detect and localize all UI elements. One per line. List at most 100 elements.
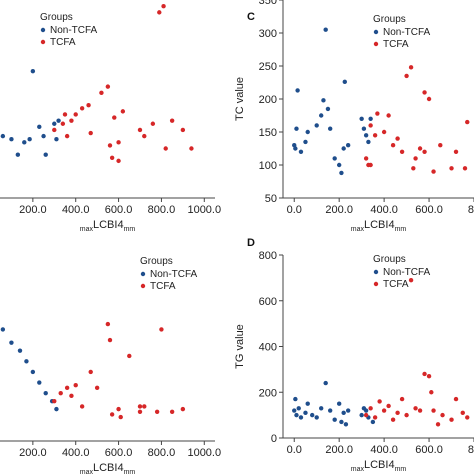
legend-marker — [40, 39, 46, 45]
data-point — [361, 126, 367, 131]
data-point — [169, 409, 175, 414]
data-point — [368, 123, 373, 128]
data-point — [386, 113, 391, 118]
data-point — [422, 90, 427, 95]
data-point — [9, 340, 14, 345]
y-tick-label: 400 — [259, 342, 277, 354]
data-point — [336, 401, 342, 406]
series-non-tcfa — [0, 68, 61, 157]
data-point — [303, 139, 308, 145]
data-point — [438, 143, 443, 148]
data-point — [345, 408, 351, 413]
legend-marker — [373, 269, 379, 275]
panel-letter: D — [247, 237, 255, 249]
data-point — [94, 385, 100, 391]
data-point — [37, 124, 42, 130]
data-point — [363, 412, 369, 418]
data-point — [17, 348, 23, 353]
x-tick-label: 400.0 — [370, 444, 398, 456]
series-non-tcfa — [292, 27, 373, 176]
data-point — [9, 137, 14, 142]
data-point — [417, 408, 423, 413]
data-point — [422, 371, 427, 377]
y-tick-label: 600 — [259, 296, 277, 308]
data-point — [295, 88, 300, 93]
data-point — [341, 410, 346, 416]
legend-label: Non-TCFA — [383, 267, 431, 278]
legend-label: TCFA — [383, 39, 409, 50]
chart-panel-3: 200.0 400.0 600.0 800.0 1000.0 maxLCBI4mm Grou… — [0, 256, 221, 474]
data-point — [79, 106, 85, 111]
data-point — [453, 149, 459, 154]
data-point — [404, 412, 409, 418]
legend-title: Groups — [373, 254, 406, 265]
data-point — [345, 143, 351, 148]
data-point — [22, 140, 27, 145]
data-point — [359, 116, 364, 122]
data-point — [24, 359, 29, 364]
data-point — [359, 412, 364, 418]
data-point — [142, 404, 147, 409]
data-point — [120, 109, 126, 114]
data-point — [305, 401, 310, 406]
data-point — [292, 143, 297, 148]
data-point — [189, 146, 194, 151]
data-point — [435, 422, 441, 427]
data-point — [180, 406, 186, 412]
data-point — [161, 3, 166, 9]
y-tick-label: 800 — [259, 250, 277, 262]
legend-marker — [140, 283, 146, 289]
data-point — [58, 390, 63, 396]
data-point — [404, 73, 409, 79]
y-tick-label: 300 — [259, 28, 277, 40]
data-point — [363, 133, 369, 138]
data-point — [363, 156, 369, 161]
data-point — [105, 84, 111, 89]
data-point — [88, 369, 93, 375]
data-point — [64, 385, 70, 391]
legend-title: Groups — [140, 256, 173, 267]
data-point — [314, 415, 319, 420]
data-point — [116, 140, 121, 145]
x-axis-label: maxLCBI4mm — [80, 219, 136, 233]
data-point — [109, 155, 115, 160]
data-point — [411, 166, 416, 171]
legend-title: Groups — [40, 12, 73, 23]
x-axis-label: maxLCBI4mm — [351, 219, 407, 233]
data-point — [43, 390, 48, 396]
data-point — [137, 127, 143, 133]
x-tick-label: 0.0 — [287, 204, 302, 216]
data-point — [323, 27, 328, 32]
data-point — [69, 118, 74, 123]
legend-marker — [373, 29, 379, 35]
data-point — [296, 406, 301, 411]
data-point — [390, 417, 396, 422]
data-point — [319, 113, 324, 118]
data-point — [390, 143, 396, 148]
data-point — [431, 408, 436, 413]
y-tick-label: 100 — [259, 160, 277, 172]
data-point — [449, 417, 454, 422]
data-point — [462, 166, 468, 171]
data-point — [366, 139, 371, 145]
data-point — [372, 415, 378, 420]
data-point — [116, 158, 121, 164]
x-tick-label: 800.0 — [148, 447, 176, 459]
x-tick-label: 200.0 — [19, 204, 47, 216]
data-point — [298, 415, 304, 420]
data-point — [157, 10, 162, 15]
data-point — [107, 337, 113, 343]
chart-panel-2: 0.0 200.0 400.0 600.0 80 50 100 150 200 250 300 350… — [234, 0, 474, 233]
data-point — [112, 115, 117, 120]
data-point — [413, 156, 418, 161]
data-point — [105, 321, 111, 327]
y-axis-label: TG value — [234, 324, 246, 369]
legend-label: TCFA — [383, 279, 409, 290]
series-tcfa — [52, 321, 186, 420]
data-point — [69, 393, 74, 399]
data-point — [413, 406, 418, 411]
data-point — [314, 123, 319, 128]
